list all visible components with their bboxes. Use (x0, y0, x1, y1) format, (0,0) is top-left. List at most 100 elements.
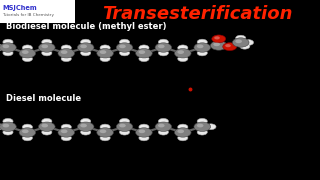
Circle shape (100, 45, 110, 51)
Circle shape (211, 41, 227, 50)
Circle shape (158, 50, 168, 56)
Circle shape (5, 130, 9, 133)
Circle shape (77, 122, 94, 131)
Circle shape (61, 45, 71, 51)
Circle shape (158, 39, 168, 45)
Circle shape (136, 49, 152, 58)
Circle shape (63, 125, 67, 127)
Circle shape (199, 51, 203, 53)
Circle shape (160, 119, 164, 122)
Circle shape (82, 51, 86, 53)
Circle shape (213, 42, 220, 46)
Circle shape (235, 39, 242, 43)
Circle shape (100, 50, 106, 54)
Circle shape (24, 46, 28, 48)
Circle shape (0, 43, 16, 52)
Circle shape (197, 129, 207, 135)
Circle shape (178, 135, 188, 141)
Circle shape (121, 119, 125, 122)
Circle shape (100, 135, 110, 141)
Circle shape (194, 122, 211, 131)
Circle shape (141, 125, 145, 127)
Circle shape (38, 43, 55, 52)
Circle shape (97, 128, 113, 137)
Circle shape (178, 124, 188, 130)
Circle shape (24, 136, 28, 138)
Circle shape (199, 119, 203, 122)
Circle shape (139, 56, 149, 62)
Circle shape (19, 128, 36, 137)
Circle shape (63, 46, 67, 48)
Circle shape (232, 38, 249, 47)
Circle shape (61, 129, 68, 133)
Circle shape (155, 43, 172, 52)
Circle shape (116, 43, 133, 52)
Circle shape (194, 43, 211, 52)
Circle shape (44, 51, 48, 53)
Circle shape (42, 129, 52, 135)
Circle shape (197, 50, 207, 56)
Circle shape (174, 128, 191, 137)
Circle shape (174, 49, 191, 58)
Circle shape (0, 124, 4, 130)
Circle shape (141, 57, 145, 59)
Circle shape (5, 51, 9, 53)
Circle shape (214, 36, 220, 39)
Circle shape (42, 50, 52, 56)
Circle shape (206, 124, 216, 130)
Text: Biodiesel molecule (methyl ester): Biodiesel molecule (methyl ester) (6, 22, 167, 31)
Circle shape (97, 49, 113, 58)
Circle shape (81, 50, 91, 56)
Circle shape (197, 124, 204, 127)
Circle shape (178, 45, 188, 51)
Circle shape (121, 40, 125, 42)
Circle shape (5, 40, 9, 42)
Circle shape (237, 36, 242, 39)
Circle shape (3, 44, 9, 48)
Circle shape (241, 44, 245, 47)
Circle shape (136, 128, 152, 137)
Circle shape (3, 129, 13, 135)
Circle shape (139, 45, 149, 51)
Circle shape (58, 128, 75, 137)
Circle shape (199, 130, 203, 133)
Circle shape (61, 50, 68, 54)
Circle shape (42, 39, 52, 45)
Circle shape (22, 45, 33, 51)
Circle shape (61, 124, 71, 130)
Circle shape (22, 135, 33, 141)
Circle shape (63, 136, 67, 138)
Circle shape (82, 119, 86, 122)
Circle shape (197, 39, 207, 45)
Circle shape (180, 46, 184, 48)
Circle shape (158, 124, 164, 127)
Circle shape (22, 50, 29, 54)
Circle shape (158, 129, 168, 135)
Circle shape (42, 118, 52, 124)
Circle shape (244, 40, 253, 45)
Circle shape (119, 129, 130, 135)
Circle shape (3, 50, 13, 56)
Circle shape (180, 125, 184, 127)
Text: MSJChem: MSJChem (2, 4, 37, 10)
Circle shape (38, 122, 55, 131)
Circle shape (119, 124, 126, 127)
Circle shape (160, 40, 164, 42)
Circle shape (199, 40, 203, 42)
Circle shape (82, 130, 86, 133)
Circle shape (19, 49, 36, 58)
Circle shape (240, 43, 250, 49)
Circle shape (180, 57, 184, 59)
Circle shape (102, 57, 106, 59)
Circle shape (77, 43, 94, 52)
Circle shape (24, 57, 28, 59)
Circle shape (236, 35, 246, 41)
Circle shape (81, 118, 91, 124)
Circle shape (61, 56, 71, 62)
Text: Tutorials for IB Chemistry: Tutorials for IB Chemistry (2, 13, 54, 17)
Circle shape (158, 118, 168, 124)
Circle shape (180, 136, 184, 138)
Circle shape (139, 135, 149, 141)
Circle shape (80, 44, 87, 48)
Circle shape (119, 44, 126, 48)
